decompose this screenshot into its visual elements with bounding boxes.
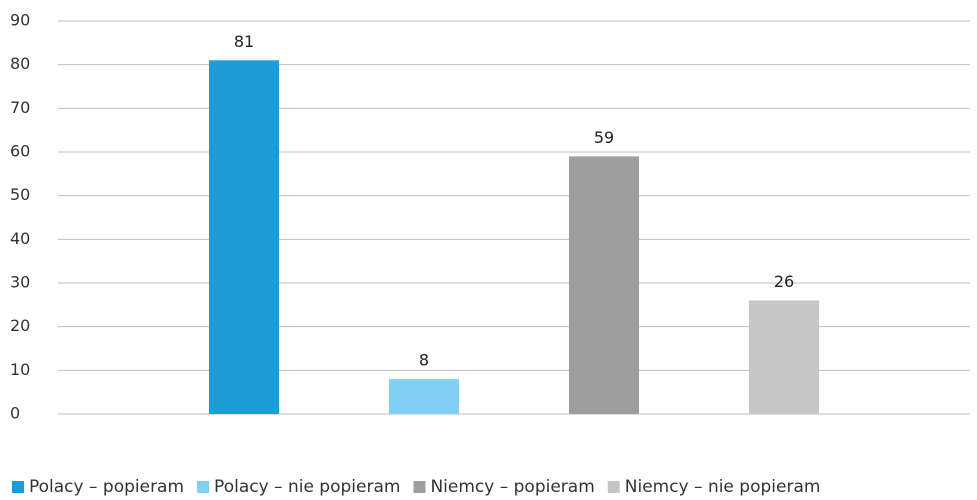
y-tick-label: 40 [10,229,30,248]
value-label: 8 [419,351,429,370]
legend-swatch [12,481,24,493]
bar [389,379,459,414]
y-tick-label: 10 [10,360,30,379]
value-label: 81 [234,32,254,51]
bar [569,156,639,414]
legend-label: Niemcy – popieram [430,477,594,497]
y-tick-label: 60 [10,142,30,161]
y-tick-label: 80 [10,54,30,73]
legend-label: Polacy – popieram [29,477,184,497]
y-tick-label: 50 [10,185,30,204]
bar [209,60,279,415]
value-label: 59 [594,128,614,147]
y-tick-label: 30 [10,273,30,292]
bar [749,300,819,414]
legend-label: Polacy – nie popieram [214,477,400,497]
value-label: 26 [774,272,794,291]
y-tick-label: 20 [10,316,30,335]
y-tick-label: 90 [10,11,30,30]
legend-swatch [607,481,620,493]
y-tick-label: 70 [10,98,30,117]
legend-swatch [413,481,426,493]
y-tick-label: 0 [10,404,20,423]
legend-label: Niemcy – nie popieram [625,477,821,497]
legend-swatch [197,481,210,493]
